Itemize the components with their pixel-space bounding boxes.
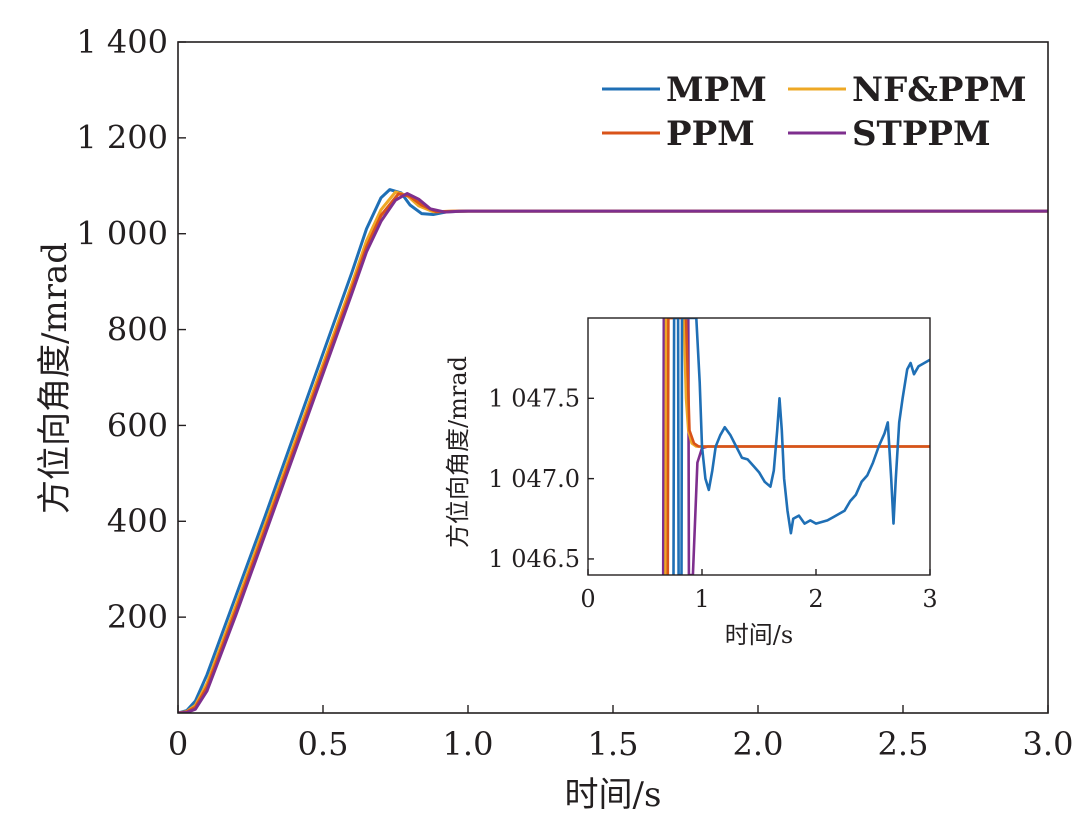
main-x-ticks: 0 0.5 1.0 1.5 2.0 2.5 3.0 (168, 705, 1074, 763)
inset-x-tick-label: 0 (580, 585, 595, 613)
inset-y-axis-label: 方位向角度/mrad (444, 356, 472, 548)
main-y-ticks: 200 400 600 800 1 000 1 200 1 400 (76, 23, 186, 636)
legend-label-nfppm: NF&PPM (852, 70, 1027, 110)
main-y-tick-label: 200 (107, 598, 168, 636)
inset-y-ticks: 1 046.5 1 047.0 1 047.5 (488, 384, 594, 573)
main-y-tick-label: 1 200 (76, 119, 168, 157)
main-plot: 0 0.5 1.0 1.5 2.0 2.5 3.0 200 400 600 800 1 000 1 2… (35, 23, 1073, 815)
inset-y-tick-label: 1 047.5 (488, 384, 580, 412)
inset-x-tick-label: 2 (808, 585, 823, 613)
inset-y-tick-label: 1 046.5 (488, 545, 580, 573)
legend: MPM NF&PPM PPM STPPM (602, 70, 1027, 154)
main-x-axis-label: 时间/s (565, 775, 662, 815)
legend-label-ppm: PPM (666, 114, 755, 154)
inset-plot: 0 1 2 3 1 046.5 1 047.0 1 047.5 时间/s 方位向角度/mr… (444, 317, 938, 649)
inset-series-line-mpm (672, 318, 930, 575)
inset-x-tick-label: 1 (694, 585, 709, 613)
legend-label-stppm: STPPM (852, 114, 991, 154)
main-x-tick-label: 2.5 (878, 725, 929, 763)
main-x-tick-label: 1.0 (443, 725, 494, 763)
main-x-tick-label: 0.5 (298, 725, 349, 763)
main-x-tick-label: 1.5 (588, 725, 639, 763)
main-y-tick-label: 1 400 (76, 23, 168, 61)
inset-y-tick-label: 1 047.0 (488, 465, 580, 493)
main-x-tick-label: 3.0 (1023, 725, 1074, 763)
main-series-line-stppm (178, 192, 1048, 713)
main-series-group (178, 188, 1048, 713)
main-y-axis-label: 方位向角度/mrad (35, 242, 75, 514)
inset-series-group (661, 318, 930, 575)
inset-series-line-ppm (666, 318, 930, 575)
main-y-tick-label: 800 (107, 310, 168, 348)
main-series-line-mpm (178, 188, 1048, 713)
main-y-tick-label: 1 000 (76, 215, 168, 253)
inset-plot-frame (587, 317, 931, 576)
legend-label-mpm: MPM (666, 70, 767, 110)
main-y-tick-label: 400 (107, 502, 168, 540)
main-x-tick-label: 0 (168, 725, 188, 763)
main-x-tick-label: 2.0 (733, 725, 784, 763)
inset-x-axis-label: 时间/s (725, 621, 793, 649)
inset-x-tick-label: 3 (922, 585, 937, 613)
main-y-tick-label: 600 (107, 406, 168, 444)
inset-x-ticks: 0 1 2 3 (580, 569, 938, 613)
